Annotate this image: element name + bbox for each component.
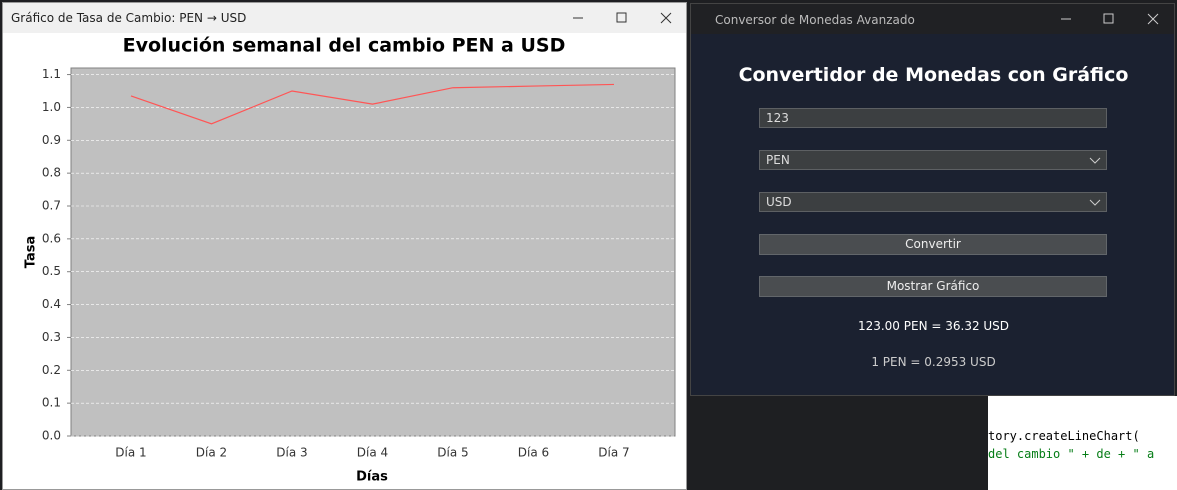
y-tick-label: 0.5 xyxy=(42,264,61,278)
data-line xyxy=(130,83,615,125)
y-tick-label: 1.0 xyxy=(42,100,61,114)
window-controls[interactable] xyxy=(1051,4,1175,34)
y-tick-label: 0.6 xyxy=(42,231,61,245)
window-title: Gráfico de Tasa de Cambio: PEN → USD xyxy=(11,11,247,25)
y-tick-label: 0.0 xyxy=(42,429,61,443)
select-value: USD xyxy=(766,195,792,209)
y-tick-label: 1.1 xyxy=(42,67,61,81)
chart: Evolución semanal del cambio PEN a USD T… xyxy=(24,35,676,485)
title-bar: Conversor de Monedas Avanzado xyxy=(691,4,1174,34)
window-title: Conversor de Monedas Avanzado xyxy=(715,13,915,27)
x-tick-label: Día 6 xyxy=(518,446,549,460)
y-tick-label: 0.1 xyxy=(42,396,61,410)
x-tick-label: Día 3 xyxy=(276,446,307,460)
y-tick-label: 0.3 xyxy=(42,330,61,344)
code-line: tory.createLineChart( xyxy=(988,429,1140,443)
x-tick-label: Día 2 xyxy=(196,446,227,460)
to-select[interactable]: USD xyxy=(759,192,1107,212)
y-tick-label: 0.7 xyxy=(42,199,61,213)
dropdown-arrow xyxy=(1089,157,1101,164)
select-value: PEN xyxy=(766,153,790,167)
x-tick-label: Día 1 xyxy=(115,446,146,460)
code-editor: tory.createLineChart( del cambio " + de … xyxy=(988,396,1177,490)
y-axis-label: Tasa xyxy=(24,236,39,268)
heading: Convertidor de Monedas con Gráfico xyxy=(738,64,1129,86)
amount-input[interactable]: 123 xyxy=(759,108,1107,128)
rate-text: 1 PEN = 0.2953 USD xyxy=(871,355,996,369)
window-controls[interactable] xyxy=(563,3,688,33)
x-tick-label: Día 7 xyxy=(598,446,629,460)
from-select[interactable]: PEN xyxy=(759,150,1107,170)
convert-button[interactable]: Convertir xyxy=(759,234,1107,255)
x-tick-label: Día 5 xyxy=(437,446,468,460)
y-tick-label: 0.2 xyxy=(42,363,61,377)
code-line: del cambio " + de + " a xyxy=(988,447,1155,461)
converter-window: Conversor de Monedas Avanzado Convertido… xyxy=(690,3,1175,396)
x-axis-label: Días xyxy=(356,470,388,485)
result-text: 123.00 PEN = 36.32 USD xyxy=(857,319,1010,333)
dropdown-arrow xyxy=(1089,199,1101,206)
y-tick-label: 0.8 xyxy=(42,166,61,180)
chart-title: Evolución semanal del cambio PEN a USD xyxy=(123,35,566,57)
plot-area xyxy=(70,67,676,437)
y-tick-label: 0.4 xyxy=(42,297,61,311)
y-tick-label: 0.9 xyxy=(42,133,61,147)
chart-button[interactable]: Mostrar Gráfico xyxy=(759,276,1107,297)
x-tick-label: Día 4 xyxy=(357,446,388,460)
title-bar: Gráfico de Tasa de Cambio: PEN → USD xyxy=(3,3,686,33)
